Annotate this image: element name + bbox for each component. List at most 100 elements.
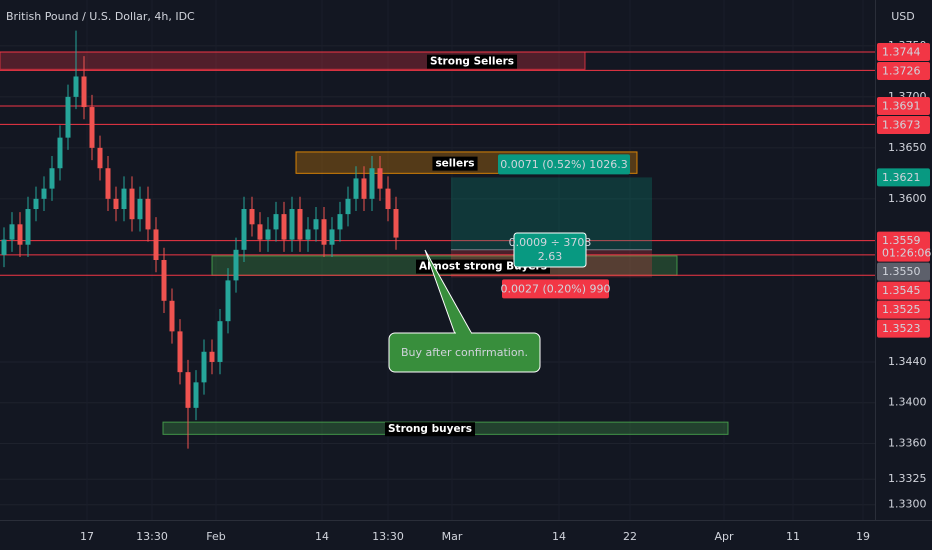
- x-tick-label: 13:30: [372, 530, 404, 543]
- candle-body: [249, 209, 255, 225]
- price-tag-label: 1.3523: [882, 322, 921, 335]
- stop-label-bg: [502, 279, 609, 299]
- ratio-label: 0.0009 ÷ 3703: [509, 236, 592, 249]
- candle-body: [9, 224, 15, 240]
- price-tag-label: 1.3691: [882, 100, 921, 113]
- candle-body: [41, 188, 47, 199]
- price-tag: [877, 97, 930, 116]
- x-tick-label: 19: [856, 530, 870, 543]
- candle-body: [89, 107, 95, 148]
- candle-body: [289, 209, 295, 240]
- candle-body: [217, 321, 223, 362]
- candle-body: [337, 214, 343, 230]
- zone-label-bg: [426, 54, 518, 69]
- x-tick-label: Mar: [442, 530, 463, 543]
- candle-body: [369, 168, 375, 199]
- candle-body: [57, 137, 63, 169]
- x-tick-label: 22: [623, 530, 637, 543]
- candle-body: [201, 351, 207, 383]
- price-tag-label: 1.3545: [882, 284, 921, 297]
- price-tag: [877, 168, 930, 187]
- target-label: 0.0071 (0.52%) 1026.3: [500, 158, 628, 171]
- price-tag: [877, 262, 930, 281]
- candle-body: [121, 188, 127, 210]
- candle-body: [169, 300, 175, 332]
- price-tag: [877, 43, 930, 61]
- candle-body: [377, 168, 383, 189]
- candle-body: [241, 209, 247, 250]
- candle-body: [225, 280, 231, 322]
- candle-body: [73, 76, 79, 97]
- y-tick-label: 1.3400: [888, 396, 927, 409]
- currency: USD: [891, 10, 915, 23]
- candle-body: [129, 188, 135, 220]
- annotation: Buy after confirmation.: [401, 346, 528, 359]
- ratio: 2.63: [538, 250, 563, 263]
- candle-body: [385, 188, 391, 210]
- candle-body: [177, 331, 183, 373]
- y-tick-label: 1.3440: [888, 355, 927, 368]
- candle-body: [321, 219, 327, 245]
- candle-body: [161, 260, 167, 301]
- chart-title: British Pound / U.S. Dollar, 4h, IDC: [6, 10, 195, 23]
- countdown: 01:26:06: [882, 247, 931, 260]
- x-tick-label: 14: [552, 530, 566, 543]
- y-tick-label: 1.3360: [888, 437, 927, 450]
- price-tag-label: 1.3726: [882, 65, 921, 78]
- price-tag: [877, 231, 930, 262]
- candle-body: [329, 229, 335, 245]
- candle-body: [65, 96, 71, 138]
- candle-body: [137, 198, 143, 220]
- candle-body: [49, 168, 55, 189]
- candle-body: [313, 219, 319, 230]
- stop-label: 0.0027 (0.20%) 990: [500, 282, 610, 295]
- target-label-bg: [498, 154, 630, 175]
- zone-label: Strong buyers: [388, 423, 472, 435]
- candle-body: [281, 214, 287, 240]
- candle-body: [17, 224, 23, 245]
- zone-label: sellers: [435, 158, 474, 170]
- zone-label: Strong Sellers: [430, 56, 514, 68]
- candle-body: [185, 372, 191, 408]
- x-tick-label: 11: [786, 530, 800, 543]
- ratio-label-bg: [513, 232, 587, 268]
- price-tag-label: 1.3525: [882, 303, 921, 316]
- candle-body: [1, 239, 7, 255]
- price-tag: [877, 281, 930, 300]
- candle-body: [361, 178, 367, 199]
- price-tag-label: 1.3621: [882, 171, 921, 184]
- candle-body: [145, 198, 151, 230]
- price-tag-label: 1.3673: [882, 119, 921, 132]
- price-tag: [877, 116, 930, 135]
- candle-body: [297, 209, 303, 240]
- candle-body: [353, 178, 359, 199]
- candle-body: [257, 224, 263, 240]
- candle-body: [97, 147, 103, 169]
- zone-label-bg: [432, 156, 478, 171]
- candle-body: [105, 168, 111, 199]
- candle-body: [33, 198, 39, 210]
- candle-body: [153, 229, 159, 260]
- y-tick-label: 1.3600: [888, 192, 927, 205]
- y-tick-label: 1.3325: [888, 472, 927, 485]
- x-tick-label: 13:30: [136, 530, 168, 543]
- candle-body: [265, 229, 271, 240]
- x-tick-label: Feb: [206, 530, 225, 543]
- x-tick-label: 17: [80, 530, 94, 543]
- price-tag: [877, 319, 930, 338]
- candle-body: [81, 76, 87, 108]
- candle-body: [113, 198, 119, 210]
- candles: [1, 30, 399, 449]
- y-tick-label: 1.3650: [888, 141, 927, 154]
- y-tick-label: 1.3300: [888, 498, 927, 511]
- price-tag-label: 1.3559: [882, 234, 921, 247]
- price-tag: [877, 62, 930, 80]
- price-tag: [877, 300, 930, 319]
- zone-label-bg: [384, 422, 476, 437]
- x-tick-label: Apr: [714, 530, 734, 543]
- candle-body: [233, 249, 239, 281]
- candle-body: [345, 198, 351, 215]
